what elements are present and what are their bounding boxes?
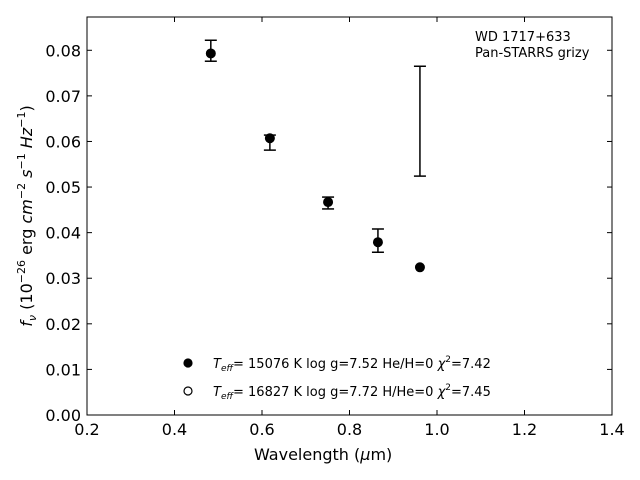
y-tick-label: 0.08 — [45, 41, 81, 60]
legend-label: Teff= 15076 K log g=7.52 He/H=0 χ2=7.42 — [213, 355, 491, 374]
y-tick-label: 0.02 — [45, 315, 81, 334]
annotation-line-2: Pan-STARRS grizy — [475, 46, 590, 61]
data-point — [205, 48, 216, 59]
errorbar — [413, 65, 426, 177]
y-tick-label: 0.04 — [45, 224, 81, 243]
annotation-line-1: WD 1717+633 — [475, 30, 571, 45]
y-tick-label: 0.07 — [45, 87, 81, 106]
legend-marker — [183, 358, 193, 368]
data-point — [414, 262, 425, 273]
x-tick-label: 1.4 — [599, 420, 624, 439]
legend-label: Teff= 16827 K log g=7.72 H/He=0 χ2=7.45 — [213, 383, 491, 402]
y-tick-label: 0.00 — [45, 406, 81, 425]
data-point — [372, 237, 383, 248]
x-tick-label: 1.0 — [424, 420, 449, 439]
marks — [204, 39, 426, 273]
y-tick-label: 0.03 — [45, 269, 81, 288]
x-tick-label: 0.2 — [74, 420, 99, 439]
x-tick-label: 0.6 — [249, 420, 274, 439]
legend: Teff= 15076 K log g=7.52 He/H=0 χ2=7.42 T… — [183, 355, 491, 402]
data-point — [264, 133, 275, 144]
data-point — [323, 197, 334, 208]
y-tick-label: 0.05 — [45, 178, 81, 197]
y-axis-label: fν (10−26 erg cm−2 s−1 Hz−1) — [15, 105, 39, 326]
y-tick-label: 0.06 — [45, 132, 81, 151]
y-tick-label: 0.01 — [45, 360, 81, 379]
plot-frame — [86, 16, 613, 416]
ticks: 0.2 0.4 0.6 0.8 1.0 1.2 1.4 0.00 0.01 0.02 0.03 0.0… — [45, 17, 625, 439]
legend-marker — [183, 386, 193, 396]
x-axis-label: Wavelength (μm) — [254, 445, 392, 464]
x-tick-label: 1.2 — [512, 420, 537, 439]
svg-text:fν (10−26 erg cm−2 s−1 Hz−1): fν (10−26 erg cm−2 s−1 Hz−1) — [15, 105, 39, 326]
x-tick-label: 0.8 — [337, 420, 362, 439]
x-axis-label-text: Wavelength ( — [254, 445, 360, 464]
x-tick-label: 0.4 — [162, 420, 187, 439]
